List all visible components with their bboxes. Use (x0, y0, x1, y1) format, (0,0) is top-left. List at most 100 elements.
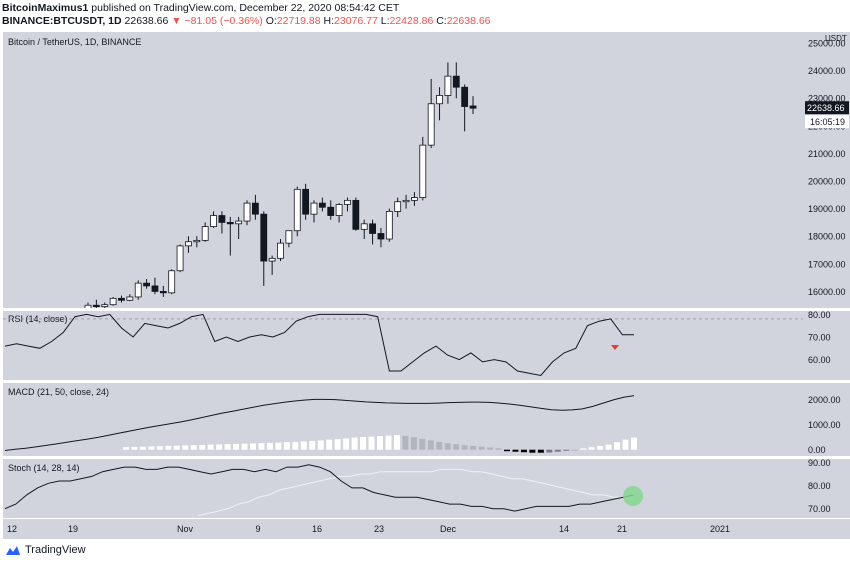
macd-histogram-bar (512, 449, 519, 452)
axis-background (803, 383, 850, 456)
y-tick-label: 21000.00 (808, 149, 846, 159)
candle-body (118, 297, 125, 301)
x-tick-label: 9 (255, 524, 260, 534)
pane-background (3, 459, 803, 518)
candle-body (394, 201, 402, 212)
macd-histogram-bar (123, 447, 129, 450)
y-tick-label: 23000.00 (808, 94, 846, 104)
rsi-group (3, 313, 803, 377)
y-tick-label: 90.00 (808, 458, 831, 468)
macd-histogram-bar (563, 449, 570, 451)
price-pane-title: Bitcoin / TetherUS, 1D, BINANCE (8, 37, 141, 47)
candle-body (210, 215, 217, 227)
last-price: 22638.66 (124, 15, 169, 27)
macd-pane-title: MACD (21, 50, close, 24) (8, 387, 109, 397)
macd-histogram-bar (266, 442, 273, 450)
candle-body (293, 188, 301, 232)
candle-body (427, 103, 435, 146)
candle-body (218, 215, 226, 223)
stoch-pane-title: Stoch (14, 28, 14) (8, 463, 80, 473)
tradingview-logo-icon (6, 546, 20, 555)
macd-histogram-bar (368, 436, 375, 450)
macd-histogram-bar (309, 440, 316, 450)
macd-histogram-bar (139, 446, 146, 450)
ohlc-open-value: 22719.88 (276, 15, 321, 27)
x-tick-label: 2021 (710, 524, 730, 534)
macd-histogram-bar (292, 441, 299, 450)
macd-histogram-bar (207, 444, 214, 450)
x-tick-label: Nov (177, 524, 194, 534)
macd-histogram-bar (156, 446, 163, 450)
ohlc-close-value: 22638.66 (446, 15, 491, 27)
macd-histogram-bar (393, 435, 400, 450)
highlight-circle (623, 486, 643, 507)
y-tick-label: 60.00 (808, 355, 831, 365)
y-tick-label: 0.00 (808, 445, 826, 455)
candle-body (452, 75, 460, 88)
publisher-name[interactable]: BitcoinMaximus1 (2, 2, 89, 14)
y-tick-label: 18000.00 (808, 232, 846, 242)
countdown-tag (805, 115, 849, 129)
ohlc-low-value: 22428.86 (389, 15, 434, 27)
candle-body (302, 188, 310, 215)
price-change: ▼ −81.05 (−0.36%) (171, 15, 263, 27)
candle-body (419, 144, 427, 199)
unit-label: USDT (825, 34, 847, 43)
x-tick-label: 23 (374, 524, 384, 534)
candle-body (377, 233, 385, 240)
x-tick-label: 21 (617, 524, 627, 534)
candle-body (285, 230, 293, 244)
macd-histogram-bar (419, 438, 426, 450)
macd-histogram-bar (520, 449, 527, 453)
macd-histogram-bar (173, 445, 180, 450)
macd-histogram-bar (436, 441, 443, 450)
chart-area[interactable]: Bitcoin / TetherUS, 1D, BINANCE USDT25000… (0, 29, 850, 545)
time-axis-background (3, 519, 850, 539)
macd-histogram-bar (216, 444, 223, 450)
macd-histogram-bar (334, 439, 341, 450)
candle-body (109, 297, 117, 306)
candle-body (101, 304, 109, 308)
candle-body (226, 222, 234, 225)
rsi-pane-title: RSI (14, close) (8, 314, 68, 324)
candle-body (126, 296, 134, 301)
brand-name[interactable]: TradingView (25, 544, 86, 556)
rsi-line (4, 313, 634, 377)
macd-histogram-bar (199, 444, 206, 450)
candles-group (84, 62, 477, 308)
macd-histogram-bar (241, 443, 248, 450)
x-tick-label: 19 (68, 524, 78, 534)
y-tick-label: 2000.00 (808, 395, 841, 405)
candle-body (143, 282, 150, 287)
macd-histogram-bar (461, 445, 468, 450)
candle-body (385, 210, 393, 240)
macd-histogram-bar (283, 442, 290, 450)
candle-body (335, 204, 343, 216)
candle-body (151, 285, 159, 292)
macd-histogram-bar (529, 449, 536, 453)
macd-histogram-bar (148, 446, 155, 450)
macd-histogram-bar (360, 437, 367, 450)
macd-histogram-bar (537, 449, 544, 453)
macd-histogram-bar (224, 444, 231, 450)
y-tick-label: 24000.00 (808, 66, 846, 76)
publish-line: BitcoinMaximus1 published on TradingView… (2, 2, 399, 14)
macd-histogram-bar (300, 441, 307, 450)
stoch-group (4, 464, 635, 517)
candle-body (201, 226, 209, 241)
candle-body (360, 223, 368, 230)
macd-histogram-bar (326, 439, 333, 450)
axis-background (803, 32, 850, 308)
candle-body (235, 220, 243, 225)
stoch-d-line (197, 468, 635, 517)
rsi-arrow-marker (611, 345, 619, 350)
last-price-label: 22638.66 (807, 103, 845, 113)
macd-histogram-bar (351, 437, 358, 450)
y-tick-label: 25000.00 (808, 39, 846, 49)
symbol-name[interactable]: BINANCE:BTCUSDT, 1D (2, 15, 122, 27)
countdown-label: 16:05:19 (810, 117, 845, 127)
y-tick-label: 80.00 (808, 481, 831, 491)
ohlc-high-value: 23076.77 (334, 15, 378, 27)
macd-histogram-bar (165, 445, 172, 450)
axis-background (803, 311, 850, 380)
